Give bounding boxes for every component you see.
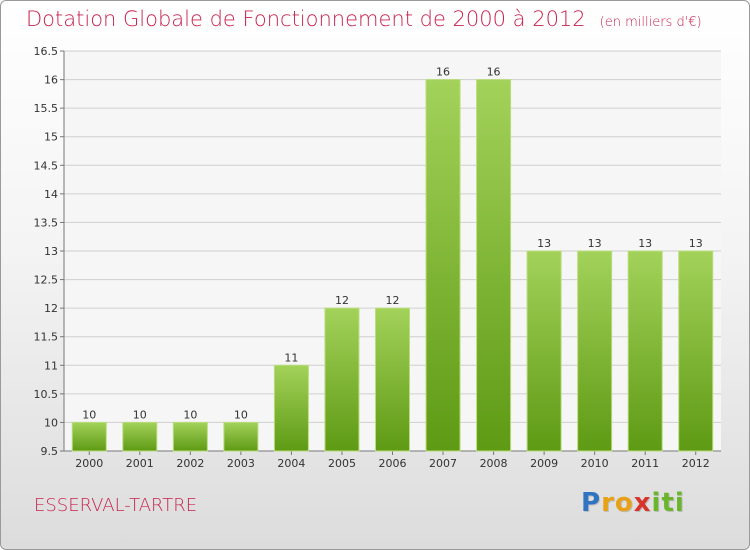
y-tick-label: 13 xyxy=(44,245,58,258)
y-tick-label: 14 xyxy=(44,188,58,201)
x-tick-label: 2012 xyxy=(682,457,710,470)
y-tick-label: 15.5 xyxy=(34,102,59,115)
y-tick-label: 16 xyxy=(44,74,58,87)
logo-letter: P xyxy=(581,488,602,518)
y-tick-label: 13.5 xyxy=(34,216,59,229)
bar xyxy=(172,421,208,452)
bar-value-label: 12 xyxy=(335,294,349,307)
logo-letter: r xyxy=(601,488,615,518)
logo-letter: i xyxy=(674,488,685,518)
x-tick-label: 2008 xyxy=(480,457,508,470)
bar xyxy=(273,364,309,452)
x-tick-label: 2002 xyxy=(176,457,204,470)
y-tick-label: 11 xyxy=(44,359,58,372)
bar-value-label: 16 xyxy=(436,66,450,79)
y-tick-label: 11.5 xyxy=(34,331,59,344)
proxiti-logo: Proxiti xyxy=(581,488,685,518)
logo-letter: o xyxy=(614,488,634,518)
x-tick-label: 2009 xyxy=(530,457,558,470)
chart-title: Dotation Globale de Fonctionnement de 20… xyxy=(26,7,702,31)
bar-value-label: 16 xyxy=(487,66,501,79)
y-axis-labels: 9.5 10 10.5 11 11.5 12 12.5 13 13.5 14 14.5 15 15.5 1… xyxy=(34,45,59,458)
bar xyxy=(476,79,512,452)
unit-label: (en milliers d'€) xyxy=(599,15,702,30)
x-tick-label: 2000 xyxy=(75,457,103,470)
bar-value-label: 10 xyxy=(133,408,147,421)
x-tick-label: 2004 xyxy=(277,457,305,470)
y-tick-label: 12.5 xyxy=(34,274,59,287)
bar xyxy=(678,250,714,452)
bar xyxy=(627,250,663,452)
bar-value-label: 12 xyxy=(386,294,400,307)
x-tick-label: 2003 xyxy=(227,457,255,470)
bar xyxy=(71,421,107,452)
bar-value-label: 13 xyxy=(537,237,551,250)
bar xyxy=(324,307,360,452)
bar-value-label: 13 xyxy=(588,237,602,250)
y-tick-label: 12 xyxy=(44,302,58,315)
bar xyxy=(375,307,410,452)
x-tick-label: 2007 xyxy=(429,457,457,470)
x-tick-label: 2011 xyxy=(631,457,659,470)
bar xyxy=(526,250,562,452)
bar xyxy=(223,421,259,452)
x-tick-label: 2006 xyxy=(379,457,407,470)
y-tick-label: 9.5 xyxy=(41,445,59,458)
bar-value-label: 10 xyxy=(82,408,96,421)
bar-value-label: 10 xyxy=(234,408,248,421)
y-tick-label: 14.5 xyxy=(34,159,59,172)
x-tick-label: 2010 xyxy=(581,457,609,470)
bar xyxy=(577,250,613,452)
bar xyxy=(425,79,461,452)
bars: 10 10 10 10 11 12 12 16 16 13 13 13 13 xyxy=(71,66,714,452)
y-tick-label: 16.5 xyxy=(34,45,59,58)
x-axis-labels: 2000 2001 2002 2003 2004 2005 2006 2007 2008 2009… xyxy=(75,457,709,470)
bar-value-label: 13 xyxy=(689,237,703,250)
title-text: Dotation Globale de Fonctionnement de 20… xyxy=(26,7,586,31)
commune-name: ESSERVAL-TARTRE xyxy=(34,495,198,516)
bar-value-label: 13 xyxy=(638,237,652,250)
bar xyxy=(122,421,158,452)
bar-value-label: 10 xyxy=(183,408,197,421)
logo-letter: x xyxy=(633,488,652,518)
logo-letter: i xyxy=(651,488,662,518)
y-tick-label: 15 xyxy=(44,131,58,144)
y-tick-label: 10.5 xyxy=(34,388,59,401)
y-tick-label: 10 xyxy=(44,416,58,429)
x-tick-label: 2001 xyxy=(126,457,154,470)
bar-value-label: 11 xyxy=(284,351,298,364)
logo-letter: t xyxy=(661,488,675,518)
x-tick-label: 2005 xyxy=(328,457,356,470)
